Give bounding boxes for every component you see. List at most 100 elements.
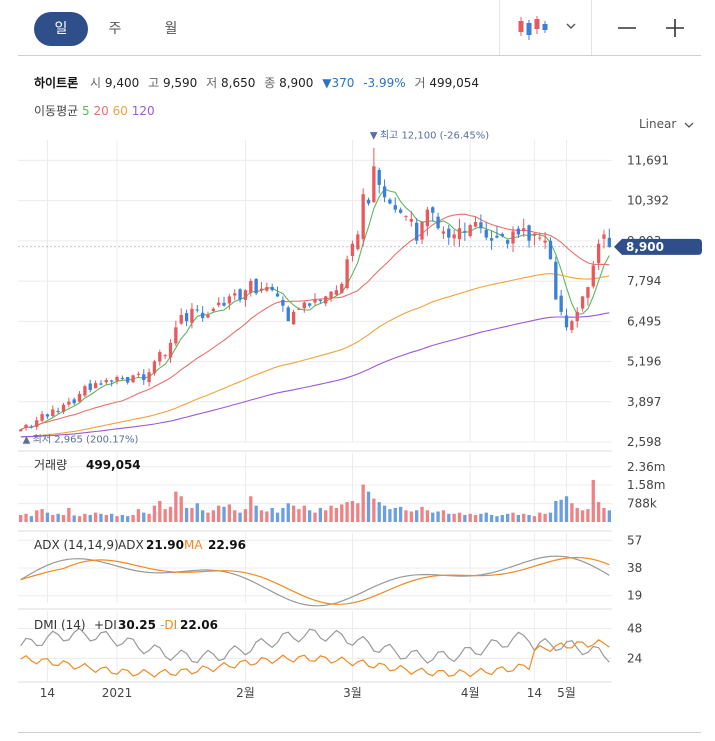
candle-body bbox=[473, 222, 478, 227]
candle-body bbox=[136, 373, 141, 375]
low-label: 저 bbox=[206, 76, 218, 90]
volume-bar bbox=[29, 516, 34, 522]
volume-bar bbox=[243, 509, 248, 522]
candle-body bbox=[259, 288, 264, 291]
minus-di-line bbox=[20, 639, 610, 678]
scale-selector[interactable]: Linear bbox=[639, 117, 695, 131]
candle-body bbox=[431, 207, 435, 213]
plus-icon[interactable] bbox=[664, 18, 686, 38]
candle-body bbox=[420, 222, 424, 240]
scale-label: Linear bbox=[639, 117, 677, 131]
candle-body bbox=[596, 243, 601, 264]
volume-bar bbox=[115, 516, 119, 522]
candle-body bbox=[158, 352, 162, 362]
volume-bar bbox=[457, 512, 462, 522]
candle-body bbox=[489, 238, 494, 241]
candle-body bbox=[495, 235, 499, 238]
candle-body bbox=[441, 231, 446, 234]
candle-body bbox=[516, 228, 521, 235]
volume-bar bbox=[195, 503, 199, 522]
volume-bar bbox=[88, 514, 92, 522]
volume-bar bbox=[51, 514, 55, 522]
candle-body bbox=[152, 361, 157, 374]
ma-line-20 bbox=[20, 213, 610, 431]
candle-body bbox=[88, 383, 92, 390]
volume-bar bbox=[67, 507, 71, 522]
volume-bar bbox=[206, 512, 210, 522]
candle-body bbox=[500, 233, 504, 237]
volume-bar bbox=[564, 496, 569, 522]
price-tick-label: 10,392 bbox=[627, 194, 669, 208]
candle-body bbox=[109, 380, 114, 382]
open-label: 시 bbox=[90, 76, 102, 90]
volume-bar bbox=[77, 516, 82, 522]
volume-bar bbox=[586, 509, 590, 522]
x-tick-label: 2월 bbox=[236, 686, 255, 700]
ma-period-20: 20 bbox=[93, 104, 109, 118]
volume-bar bbox=[291, 505, 296, 522]
price-tick-label: 5,196 bbox=[627, 355, 661, 369]
candle-body bbox=[570, 321, 574, 330]
adx-title: ADX (14,14,9) bbox=[34, 538, 119, 552]
candle-body bbox=[29, 426, 34, 428]
candle-body bbox=[163, 355, 167, 357]
candle-body bbox=[147, 372, 151, 383]
candle-body bbox=[195, 309, 199, 311]
volume-tick-label: 2.36m bbox=[627, 460, 665, 474]
volume-bar bbox=[184, 507, 189, 522]
candle-body bbox=[168, 342, 173, 358]
volume-bar bbox=[366, 491, 371, 522]
candle-body bbox=[190, 308, 194, 323]
candle-body bbox=[457, 228, 462, 240]
candle-body bbox=[270, 286, 274, 291]
ma-period-60: 60 bbox=[112, 104, 128, 118]
volume-bar bbox=[484, 512, 488, 522]
volume-bar bbox=[548, 512, 553, 522]
candle-body bbox=[179, 314, 183, 324]
volume-bar bbox=[56, 513, 60, 522]
tab-monthly[interactable]: 월 bbox=[164, 21, 178, 37]
volume-bar bbox=[415, 510, 419, 522]
minus-icon[interactable] bbox=[616, 18, 638, 38]
adx-ma-name: MA bbox=[184, 538, 203, 552]
candle-body bbox=[302, 302, 306, 309]
candle-body bbox=[307, 303, 312, 306]
volume-bar bbox=[93, 512, 98, 522]
volume-bar bbox=[275, 512, 280, 522]
volume-bar bbox=[489, 514, 494, 522]
candle-body bbox=[51, 409, 55, 417]
volume-bar bbox=[254, 505, 258, 522]
low-marker-label: 최저 2,965 (200.17%) bbox=[33, 434, 139, 446]
candle-body bbox=[275, 293, 280, 297]
candle-body bbox=[463, 230, 467, 232]
candle-body bbox=[249, 280, 253, 293]
candle-body bbox=[254, 279, 258, 294]
candle-body bbox=[548, 240, 553, 260]
chevron-down-icon[interactable] bbox=[564, 18, 578, 32]
volume-bar bbox=[72, 515, 76, 522]
volume-bar bbox=[109, 513, 114, 522]
candle-body bbox=[377, 170, 381, 185]
candle-body bbox=[77, 393, 82, 402]
candle-body bbox=[340, 284, 344, 294]
ma-line-60 bbox=[20, 273, 610, 438]
volume-bar bbox=[356, 503, 360, 522]
volume-bar bbox=[329, 505, 333, 522]
candle-body bbox=[554, 261, 558, 300]
volume-bar bbox=[532, 516, 537, 522]
volume-bar bbox=[505, 513, 510, 522]
tab-weekly[interactable]: 주 bbox=[108, 21, 122, 37]
candle-body bbox=[297, 308, 301, 310]
candle-body bbox=[356, 234, 360, 250]
candle-body bbox=[291, 311, 296, 325]
close-value: 8,900 bbox=[279, 76, 314, 90]
candle-body bbox=[388, 199, 392, 204]
volume-bar bbox=[580, 510, 585, 522]
tab-daily[interactable]: 일 bbox=[34, 12, 88, 46]
candle-body bbox=[479, 222, 483, 229]
candlestick-icon[interactable] bbox=[516, 14, 548, 42]
dmi-title: DMI (14) bbox=[34, 618, 86, 632]
ma-period-120: 120 bbox=[131, 104, 155, 118]
stock-name: 하이트론 bbox=[34, 76, 79, 90]
